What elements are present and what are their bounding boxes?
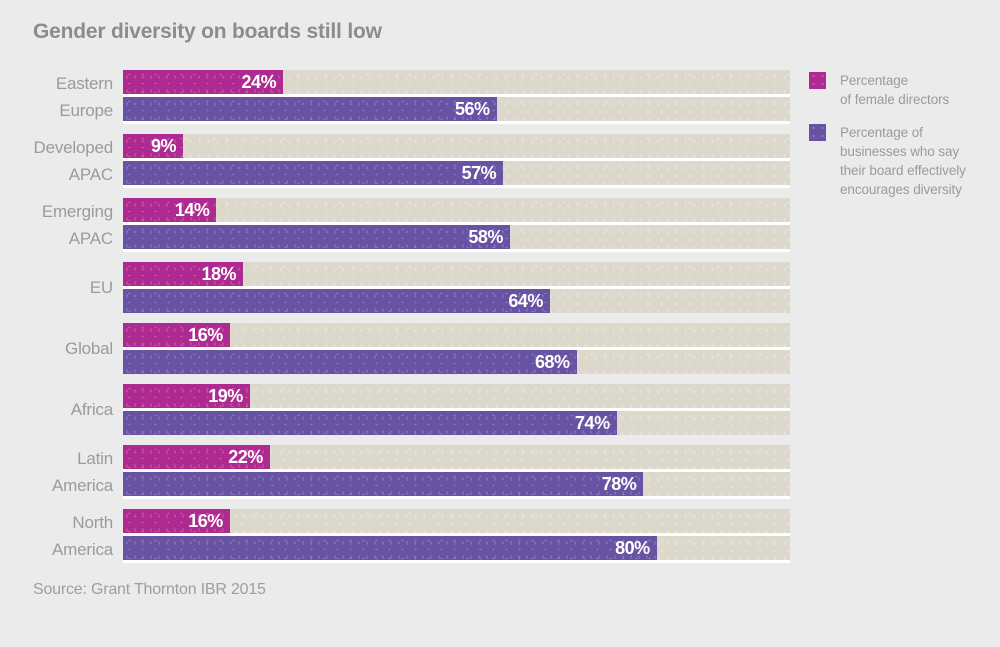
legend-label-board-diversity: Percentage of businesses who say their b… <box>840 125 966 197</box>
female-directors-bar: 16% <box>123 509 230 533</box>
board-diversity-bar-track: 56% <box>123 97 790 121</box>
female-directors-bar: 9% <box>123 134 183 158</box>
female-directors-bar: 14% <box>123 198 216 222</box>
category-label-line: Latin <box>77 449 113 468</box>
board-diversity-value-label: 68% <box>535 351 570 372</box>
bar-pair: 9% 57% <box>123 134 790 188</box>
female-directors-bar-track: 9% <box>123 134 790 158</box>
legend: Percentage of female directors Percentag… <box>809 71 966 213</box>
female-directors-bar-track: 14% <box>123 198 790 222</box>
board-diversity-bar: 64% <box>123 289 550 313</box>
female-directors-bar-track: 19% <box>123 384 790 408</box>
source-note: Source: Grant Thornton IBR 2015 <box>33 581 266 598</box>
chart-row: EU 18% 64% <box>0 262 790 313</box>
board-diversity-bar: 78% <box>123 472 643 496</box>
category-label-line: America <box>52 476 113 495</box>
board-diversity-bar-track: 64% <box>123 289 790 313</box>
bar-pair: 24% 56% <box>123 70 790 124</box>
board-diversity-bar-track: 78% <box>123 472 790 496</box>
female-directors-bar: 18% <box>123 262 243 286</box>
board-diversity-bar: 57% <box>123 161 503 185</box>
category-label-line: APAC <box>68 165 113 184</box>
category-label: North America <box>0 509 123 563</box>
category-label: EU <box>0 262 123 313</box>
bar-pair: 19% 74% <box>123 384 790 435</box>
female-directors-bar: 22% <box>123 445 270 469</box>
female-directors-bar: 24% <box>123 70 283 94</box>
legend-label-female-directors: Percentage of female directors <box>840 73 950 107</box>
board-diversity-value-label: 57% <box>461 162 497 183</box>
female-directors-bar: 19% <box>123 384 250 408</box>
chart-row: Emerging APAC 14% 58% <box>0 198 790 252</box>
board-diversity-swatch-icon <box>809 124 826 141</box>
legend-item-board-diversity: Percentage of businesses who say their b… <box>809 123 966 199</box>
board-diversity-value-label: 56% <box>454 98 490 119</box>
board-diversity-value-label: 58% <box>468 226 503 247</box>
board-diversity-value-label: 80% <box>615 537 650 558</box>
board-diversity-value-label: 78% <box>601 473 637 494</box>
category-label: Eastern Europe <box>0 70 123 124</box>
chart-rows: Eastern Europe 24% 56% Developed APAC 9% 57% Eme… <box>0 70 790 563</box>
bar-chart: Eastern Europe 24% 56% Developed APAC 9% 57% Eme… <box>0 70 790 573</box>
female-directors-value-label: 18% <box>201 263 237 284</box>
female-directors-bar-track: 16% <box>123 323 790 347</box>
category-label: Developed APAC <box>0 134 123 188</box>
chart-row: Eastern Europe 24% 56% <box>0 70 790 124</box>
female-directors-bar-track: 18% <box>123 262 790 286</box>
female-directors-value-label: 9% <box>151 135 177 156</box>
female-directors-value-label: 22% <box>228 446 263 467</box>
chart-title: Gender diversity on boards still low <box>33 20 382 43</box>
board-diversity-bar: 58% <box>123 225 510 249</box>
female-directors-value-label: 19% <box>208 385 243 406</box>
category-label: Latin America <box>0 445 123 499</box>
category-label-line: Global <box>65 339 113 358</box>
chart-row: North America 16% 80% <box>0 509 790 563</box>
board-diversity-bar-track: 68% <box>123 350 790 374</box>
chart-row: Developed APAC 9% 57% <box>0 134 790 188</box>
category-label-line: America <box>52 540 113 559</box>
category-label: Global <box>0 323 123 374</box>
chart-row: Latin America 22% 78% <box>0 445 790 499</box>
chart-row: Global 16% 68% <box>0 323 790 374</box>
female-directors-bar-track: 22% <box>123 445 790 469</box>
board-diversity-bar-track: 57% <box>123 161 790 185</box>
female-directors-value-label: 14% <box>174 199 210 220</box>
bar-pair: 22% 78% <box>123 445 790 499</box>
board-diversity-value-label: 64% <box>508 290 543 311</box>
board-diversity-bar-track: 74% <box>123 411 790 435</box>
female-directors-value-label: 16% <box>188 510 223 531</box>
category-label: Emerging APAC <box>0 198 123 252</box>
category-label-line: North <box>72 513 113 532</box>
board-diversity-bar: 68% <box>123 350 577 374</box>
category-label-line: Africa <box>70 400 113 419</box>
board-diversity-bar: 80% <box>123 536 657 560</box>
bar-pair: 16% 80% <box>123 509 790 563</box>
female-directors-value-label: 16% <box>188 324 223 345</box>
category-label: Africa <box>0 384 123 435</box>
board-diversity-bar: 74% <box>123 411 617 435</box>
female-directors-swatch-icon <box>809 72 826 89</box>
bar-pair: 16% 68% <box>123 323 790 374</box>
category-label-line: Eastern <box>55 74 113 93</box>
bar-pair: 14% 58% <box>123 198 790 252</box>
category-label-line: Developed <box>33 138 114 157</box>
female-directors-bar-track: 24% <box>123 70 790 94</box>
board-diversity-bar-track: 58% <box>123 225 790 249</box>
bar-pair: 18% 64% <box>123 262 790 313</box>
legend-item-female-directors: Percentage of female directors <box>809 71 966 109</box>
category-label-line: Europe <box>59 101 113 120</box>
chart-row: Africa 19% 74% <box>0 384 790 435</box>
female-directors-bar: 16% <box>123 323 230 347</box>
board-diversity-bar-track: 80% <box>123 536 790 560</box>
category-label-line: Emerging <box>41 202 113 221</box>
category-label-line: EU <box>89 278 113 297</box>
board-diversity-bar: 56% <box>123 97 497 121</box>
female-directors-bar-track: 16% <box>123 509 790 533</box>
female-directors-value-label: 24% <box>241 71 277 92</box>
board-diversity-value-label: 74% <box>575 412 610 433</box>
category-label-line: APAC <box>68 229 113 248</box>
